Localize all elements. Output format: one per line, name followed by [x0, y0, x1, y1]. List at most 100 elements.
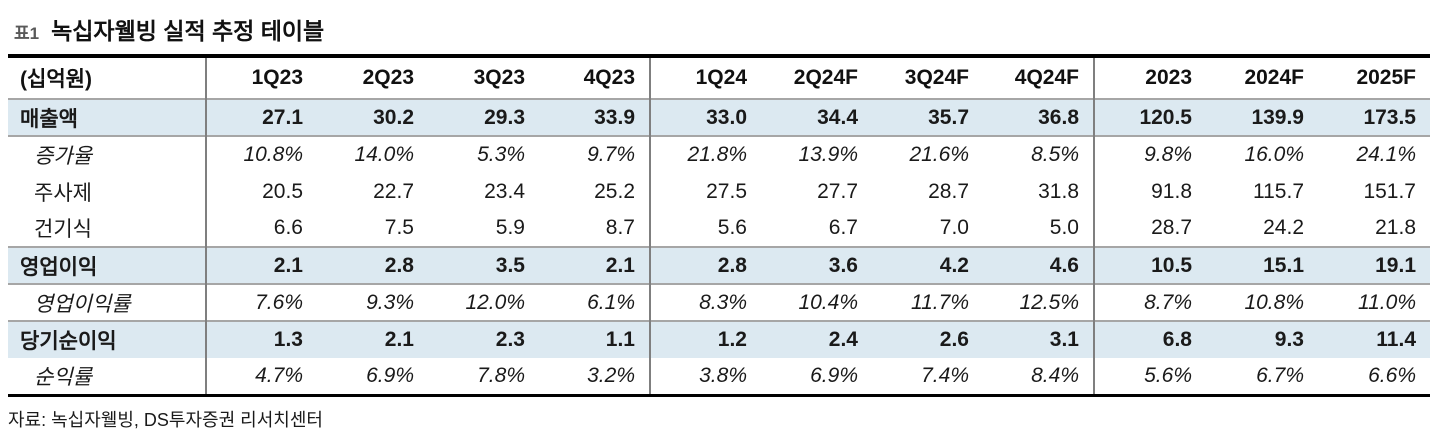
cell-value: 2.1	[273, 253, 303, 277]
cell-value: 6.1%	[539, 284, 651, 321]
cell-value: 31.8	[983, 173, 1095, 210]
cell-value: 7.0	[939, 216, 969, 239]
row-label: 순익률	[8, 358, 207, 395]
cell-value: 9.7%	[539, 136, 651, 173]
row-label: 증가율	[8, 136, 207, 173]
row-label: 영업이익률	[8, 284, 207, 321]
cell-value: 24.2	[1263, 216, 1304, 239]
cell-value: 5.6	[717, 216, 747, 239]
cell-value: 91.8	[1151, 179, 1192, 203]
cell-value: 5.3%	[477, 143, 525, 166]
cell-value: 6.8	[1162, 328, 1192, 351]
cell-value: 9.8%	[1144, 143, 1192, 166]
header-row: (십억원) 1Q23 2Q23 3Q23 4Q23 1Q24 2Q24F 3Q24F 4Q24F…	[8, 56, 1430, 99]
row-label: 당기순이익	[8, 321, 207, 358]
table-number-tag: 표1	[14, 24, 40, 43]
cell-value: 9.3	[1274, 328, 1304, 351]
cell-value: 33.9	[539, 99, 651, 136]
table-row: 매출액 27.1 30.2 29.3 33.9 33.0 34.4 35.7 36.8 120.5…	[8, 99, 1430, 136]
cell-value: 21.6%	[909, 143, 969, 166]
cell-value: 151.7	[1363, 179, 1416, 203]
cell-value: 28.7	[1151, 216, 1192, 239]
cell-value: 35.7	[928, 105, 969, 129]
cell-value: 4.6	[983, 247, 1095, 284]
column-header: 4Q24F	[983, 56, 1095, 99]
row-label: 영업이익	[8, 247, 207, 284]
cell-value: 3.1	[983, 321, 1095, 358]
cell-value: 6.7	[828, 216, 858, 239]
cell-value: 2.1	[539, 247, 651, 284]
column-header: 2025F	[1356, 66, 1416, 89]
cell-value: 5.6%	[1144, 363, 1192, 387]
column-header: 4Q23	[539, 56, 651, 99]
table-title-row: 표1 녹십자웰빙 실적 추정 테이블	[14, 12, 1429, 44]
column-header: 2Q23	[362, 66, 414, 89]
row-label: 주사제	[8, 173, 207, 210]
cell-value: 21.8%	[687, 143, 747, 166]
cell-value: 19.1	[1375, 253, 1416, 277]
cell-value: 27.1	[262, 105, 303, 129]
table-row: 영업이익 2.1 2.8 3.5 2.1 2.8 3.6 4.2 4.6 10.5 15.1 19.1	[8, 247, 1430, 284]
column-header: 2Q24F	[793, 66, 858, 89]
cell-value: 2.6	[939, 328, 969, 351]
cell-value: 11.4	[1376, 328, 1416, 351]
cell-value: 10.8%	[243, 143, 303, 166]
cell-value: 23.4	[484, 179, 525, 203]
cell-value: 5.9	[495, 216, 525, 239]
cell-value: 22.7	[373, 179, 414, 203]
cell-value: 7.5	[384, 216, 414, 239]
cell-value: 20.5	[262, 179, 303, 203]
cell-value: 8.4%	[983, 358, 1095, 395]
column-header: 2023	[1145, 66, 1192, 89]
cell-value: 10.4%	[798, 290, 858, 314]
row-label: 건기식	[8, 210, 207, 247]
cell-value: 6.9%	[366, 363, 414, 387]
cell-value: 6.9%	[810, 363, 858, 387]
column-header: 3Q23	[473, 66, 525, 89]
table-body: 매출액 27.1 30.2 29.3 33.9 33.0 34.4 35.7 36.8 120.5…	[8, 99, 1430, 395]
cell-value: 6.6	[273, 216, 303, 239]
column-header: 1Q23	[251, 66, 303, 89]
cell-value: 28.7	[928, 179, 969, 203]
cell-value: 12.0%	[465, 290, 525, 314]
cell-value: 27.5	[706, 179, 747, 203]
cell-value: 2.4	[828, 328, 858, 351]
cell-value: 6.7%	[1256, 363, 1304, 387]
table-header: (십억원) 1Q23 2Q23 3Q23 4Q23 1Q24 2Q24F 3Q24F 4Q24F…	[8, 56, 1430, 99]
cell-value: 29.3	[484, 105, 525, 129]
cell-value: 25.2	[539, 173, 651, 210]
cell-value: 27.7	[817, 179, 858, 203]
earnings-table: (십억원) 1Q23 2Q23 3Q23 4Q23 1Q24 2Q24F 3Q24F 4Q24F…	[8, 54, 1430, 397]
table-row: 건기식 6.6 7.5 5.9 8.7 5.6 6.7 7.0 5.0 28.7 24.2 21.8	[8, 210, 1430, 247]
cell-value: 173.5	[1363, 105, 1416, 129]
cell-value: 3.6	[828, 253, 858, 277]
cell-value: 10.5	[1151, 253, 1192, 277]
cell-value: 1.2	[717, 328, 747, 351]
column-header: 3Q24F	[904, 66, 969, 89]
page-title: 녹십자웰빙 실적 추정 테이블	[51, 18, 325, 44]
cell-value: 8.5%	[983, 136, 1095, 173]
cell-value: 30.2	[373, 105, 414, 129]
cell-value: 4.7%	[255, 363, 303, 387]
table-row: 증가율 10.8% 14.0% 5.3% 9.7% 21.8% 13.9% 21.6% 8.5%…	[8, 136, 1430, 173]
table-row: 영업이익률 7.6% 9.3% 12.0% 6.1% 8.3% 10.4% 11.7% 12.5…	[8, 284, 1430, 321]
table-row: 당기순이익 1.3 2.1 2.3 1.1 1.2 2.4 2.6 3.1 6.8 9.3 11.4	[8, 321, 1430, 358]
cell-value: 36.8	[983, 99, 1095, 136]
cell-value: 2.1	[384, 328, 414, 351]
cell-value: 14.0%	[354, 143, 414, 166]
cell-value: 11.7%	[911, 290, 969, 314]
cell-value: 9.3%	[366, 290, 414, 314]
cell-value: 7.8%	[477, 363, 525, 387]
cell-value: 24.1%	[1356, 143, 1416, 166]
column-header: 1Q24	[695, 66, 747, 89]
table-row: 순익률 4.7% 6.9% 7.8% 3.2% 3.8% 6.9% 7.4% 8.4% 5.6% 6…	[8, 358, 1430, 395]
cell-value: 12.5%	[983, 284, 1095, 321]
cell-value: 15.1	[1263, 253, 1304, 277]
source-note: 자료: 녹십자웰빙, DS투자증권 리서치센터	[8, 409, 323, 430]
cell-value: 21.8	[1375, 216, 1416, 239]
cell-value: 16.0%	[1244, 143, 1304, 166]
row-label: 매출액	[8, 99, 207, 136]
cell-value: 3.5	[495, 253, 525, 277]
cell-value: 2.8	[384, 253, 414, 277]
